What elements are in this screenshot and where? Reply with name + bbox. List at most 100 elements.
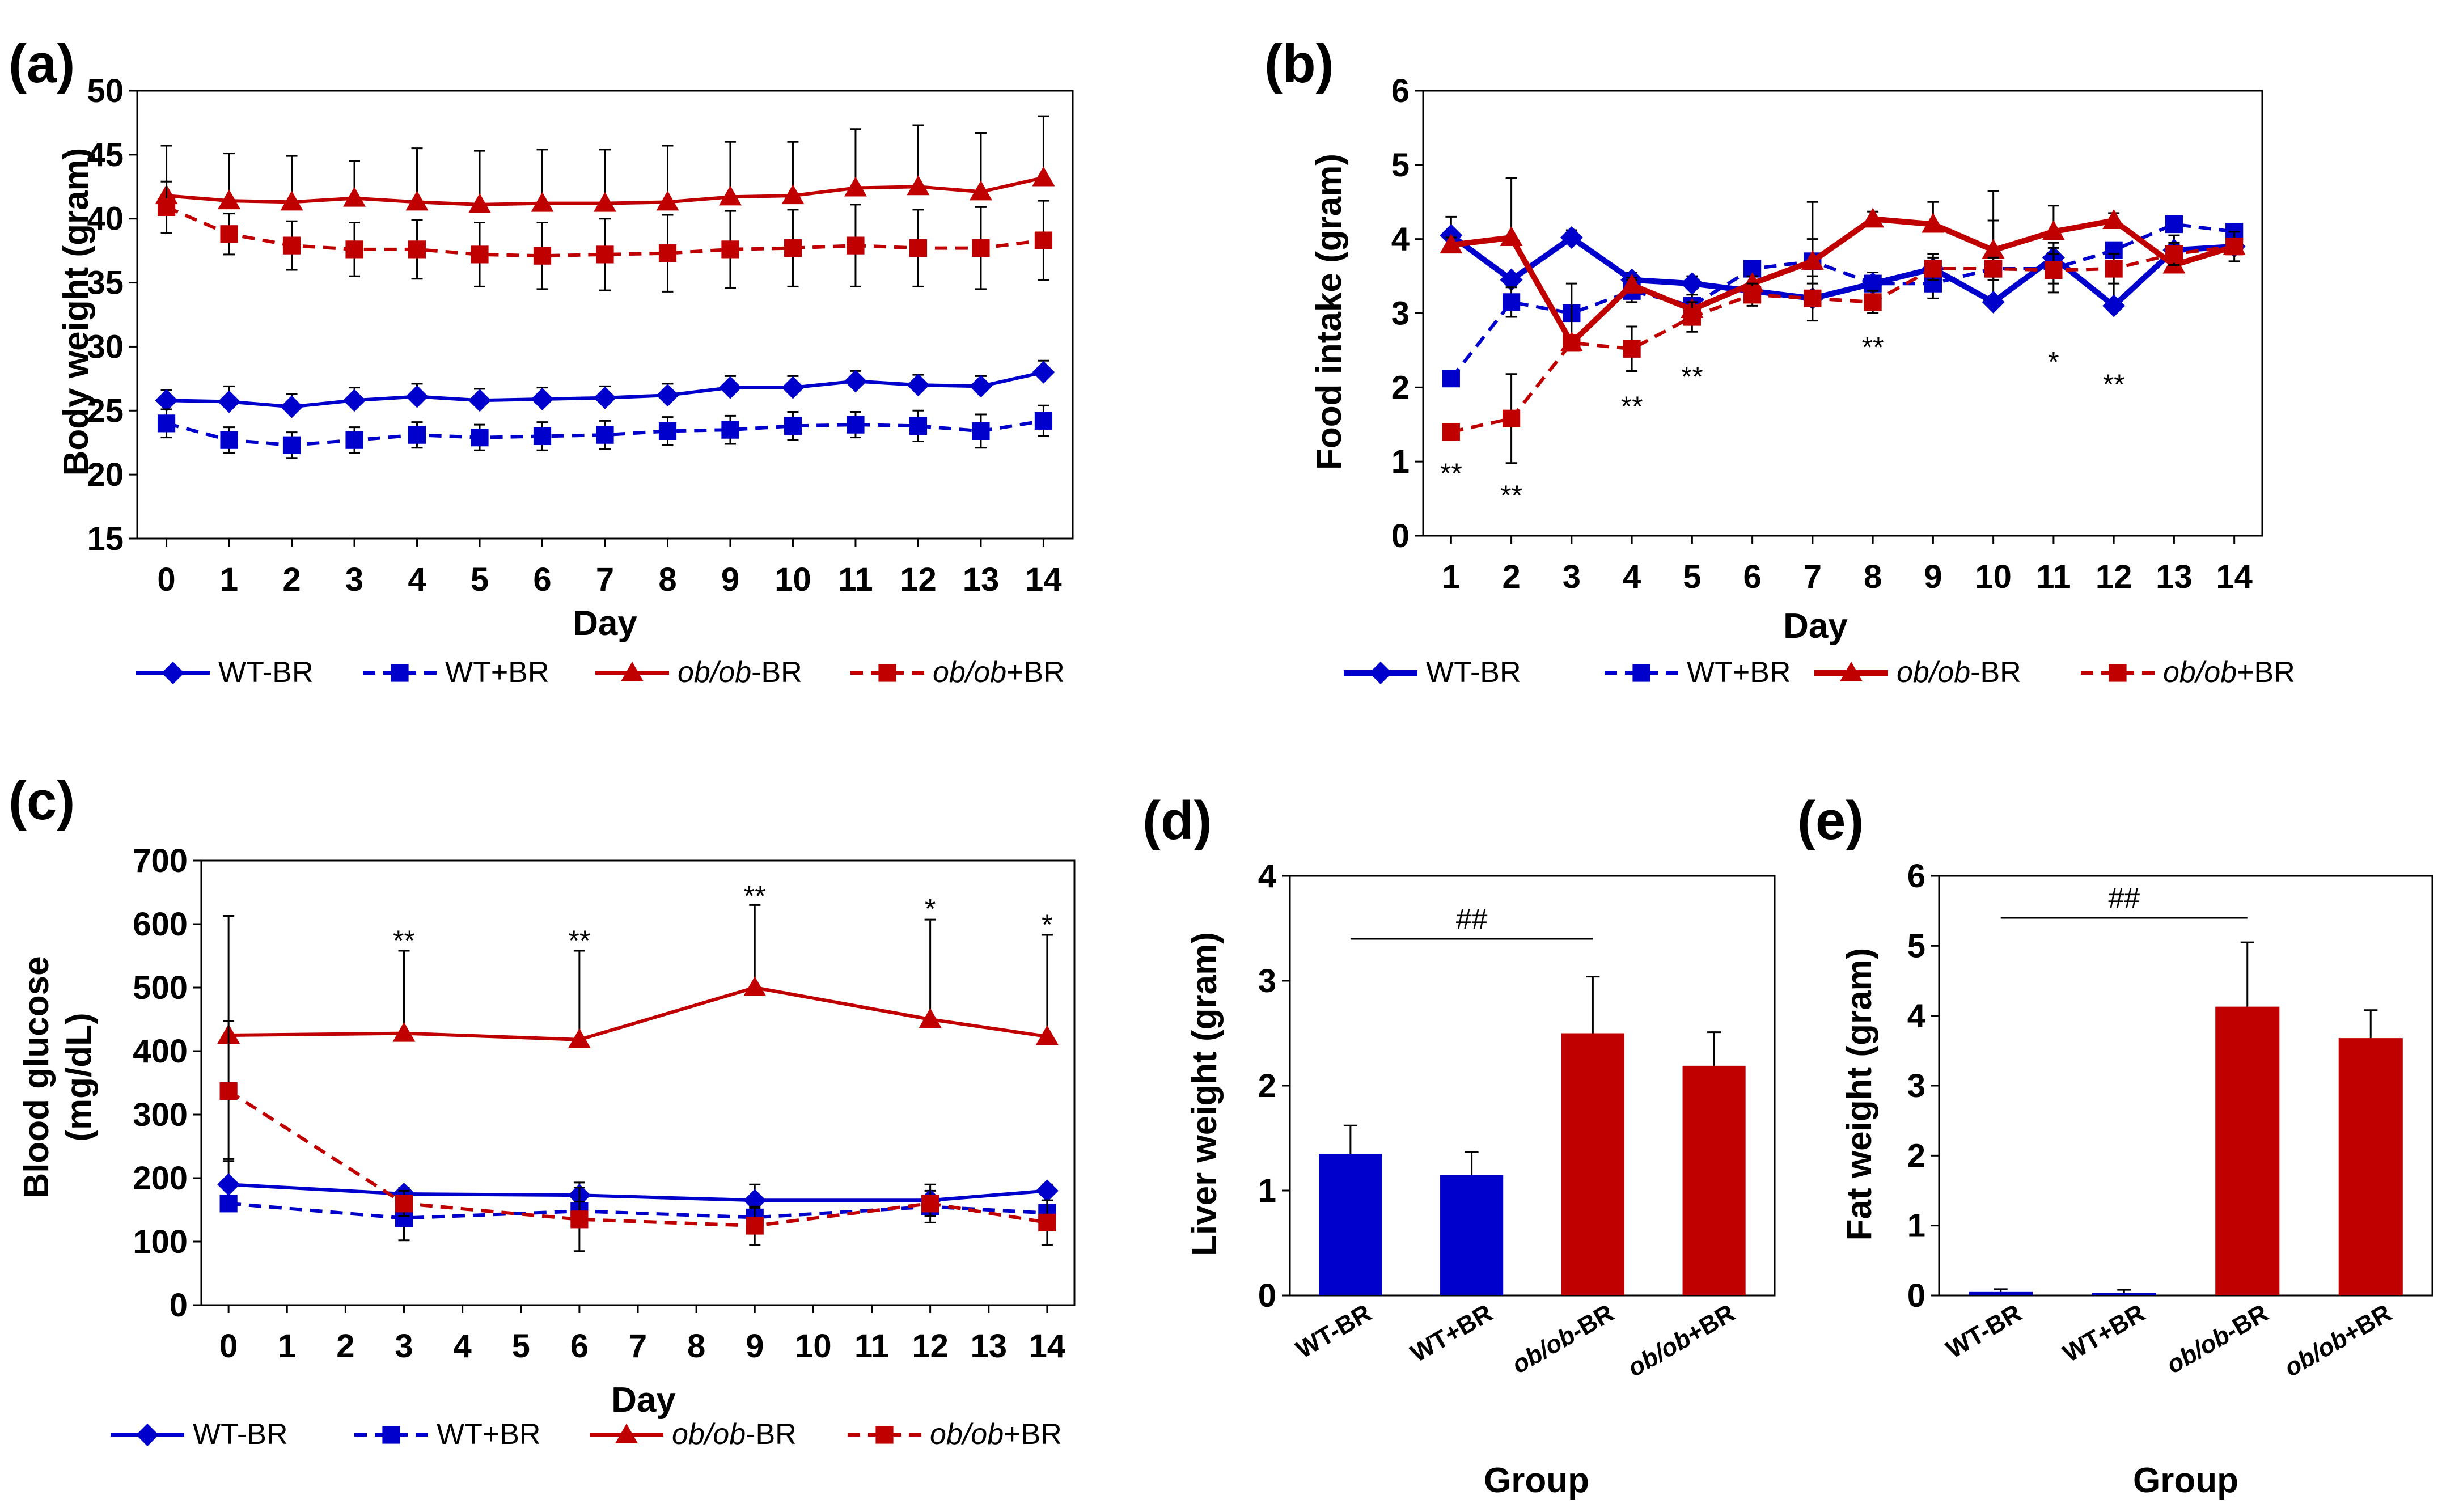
panel-d-significance-mark: ## xyxy=(1456,903,1488,935)
panel-b-xtick-label: 14 xyxy=(2216,558,2253,595)
panel-b-data-point xyxy=(1984,260,2003,278)
panel-e-bar-obob-br xyxy=(2215,1006,2280,1295)
panel-c-series-obob-plusbr xyxy=(219,1020,1056,1252)
panel-c-plot-frame xyxy=(200,859,1076,1306)
panel-d-xlabel: Group xyxy=(1484,1461,1589,1500)
panel-c-xtick-label: 5 xyxy=(512,1328,530,1365)
panel-b-ytick-label: 4 xyxy=(1391,221,1410,258)
panel-e-ytick-label: 3 xyxy=(1907,1068,1925,1104)
panel-c-data-point xyxy=(1035,1025,1059,1045)
panel-a-data-point xyxy=(533,427,552,446)
panel-b-data-point xyxy=(1801,249,1824,270)
panel-a-xtick-label: 1 xyxy=(220,561,238,598)
panel-a-xtick-label: 3 xyxy=(345,561,363,598)
panel-a-data-point xyxy=(721,240,739,259)
panel-c-legend-label-obob-plusbr: ob/ob+BR xyxy=(930,1418,1062,1451)
panel-c-xtick-label: 10 xyxy=(795,1328,832,1365)
panel-b-data-point xyxy=(1683,308,1701,326)
panel-c-ytick-label: 300 xyxy=(133,1096,188,1133)
panel-b-significance-mark: ** xyxy=(2103,369,2125,400)
panel-b-legend-label-wt-plusbr: WT+BR xyxy=(1687,656,1791,689)
panel-a-data-point xyxy=(1034,231,1053,249)
panel-b-xtick-label: 3 xyxy=(1563,558,1581,595)
panel-a-data-point xyxy=(972,422,990,440)
panel-a-ytick-label: 35 xyxy=(87,265,124,302)
panel-d-category-label-obob-plusbr: ob/ob+BR xyxy=(1623,1299,1740,1382)
panel-c-xtick-label: 1 xyxy=(278,1328,296,1365)
panel-d-category-label-wt-br: WT-BR xyxy=(1292,1299,1376,1364)
panel-d-ytick-label: 0 xyxy=(1258,1277,1276,1314)
panel-b-ytick-label: 5 xyxy=(1391,147,1410,184)
panel-c-legend-label-wt-plusbr: WT+BR xyxy=(437,1418,540,1451)
panel-a-data-point xyxy=(1034,412,1053,430)
panel-c-data-point xyxy=(746,1217,764,1235)
panel-b-data-point xyxy=(1502,409,1521,427)
panel-b-data-point xyxy=(2102,209,2126,229)
panel-c-ytick-label: 400 xyxy=(133,1033,188,1070)
panel-d-category-label-wt-plusbr: WT+BR xyxy=(1406,1299,1497,1367)
panel-a-series-line xyxy=(166,419,1044,447)
panel-c-legend-marker-obob-br xyxy=(615,1424,638,1443)
panel-b-xtick-label: 6 xyxy=(1743,558,1761,595)
panel-a-data-point xyxy=(220,431,238,449)
panel-b-data-point xyxy=(2102,294,2126,317)
panel-c-ytick-label: 600 xyxy=(133,906,188,943)
panel-a-series-wt-plusbr xyxy=(157,404,1053,459)
panel-a-legend-marker-obob-plusbr xyxy=(878,664,896,682)
panel-a-xtick-label: 2 xyxy=(282,561,301,598)
panel-a-data-point xyxy=(282,236,301,255)
panel-e-ytick-label: 0 xyxy=(1907,1277,1925,1314)
panel-a-xlabel: Day xyxy=(573,604,637,643)
panel-b-legend-marker-wt-br xyxy=(1369,662,1392,684)
panel-c-significance-mark: ** xyxy=(744,880,766,912)
panel-d-ytick-label: 2 xyxy=(1258,1068,1276,1104)
panel-a-xtick-label: 9 xyxy=(721,561,739,598)
panel-a-data-point xyxy=(844,176,867,197)
panel-b-ytick-label: 1 xyxy=(1391,443,1410,480)
panel-c-xtick-label: 0 xyxy=(219,1328,238,1365)
panel-a-data-point xyxy=(718,376,742,399)
panel-b-series-line xyxy=(1450,244,2235,434)
panel-a-ytick-label: 30 xyxy=(87,328,124,365)
panel-b-data-point xyxy=(1502,293,1521,311)
panel-b-series-line xyxy=(1449,233,2235,309)
panel-a-xtick-label: 13 xyxy=(963,561,1000,598)
panel-a-data-point xyxy=(1032,361,1055,384)
panel-c-xtick-label: 4 xyxy=(453,1328,471,1365)
panel-a-ytick-label: 50 xyxy=(87,73,124,109)
panel-c-data-point xyxy=(921,1195,939,1213)
panel-b-data-point xyxy=(1922,213,1945,233)
panel-b-data-point xyxy=(1982,290,2005,314)
panel-b-data-point xyxy=(1743,286,1762,304)
panel-b-series-obob-br xyxy=(1440,177,2246,351)
panel-b-legend-marker-obob-br xyxy=(1840,662,1863,681)
panel-a-data-point xyxy=(533,247,552,265)
panel-e-category-label-obob-br: ob/ob-BR xyxy=(2162,1299,2273,1379)
panel-c-ytick-label: 200 xyxy=(133,1160,188,1197)
panel-b-data-point xyxy=(1500,268,1523,291)
panel-c-legend: WT-BR WT+BR ob/ob-BR ob/ob+BR xyxy=(111,1418,1062,1451)
panel-d-ylabel: Liver weight (gram) xyxy=(1185,932,1224,1256)
panel-a-data-point xyxy=(405,190,429,211)
panel-c-ytick-label: 100 xyxy=(133,1223,188,1260)
panel-e-ytick-label: 2 xyxy=(1907,1137,1925,1174)
panel-a-xtick-label: 11 xyxy=(838,561,873,598)
panel-e-ylabel: Fat weight (gram) xyxy=(1840,948,1879,1241)
panel-b-significance-mark: * xyxy=(2048,346,2059,378)
panel-b-series-line xyxy=(1450,216,2236,346)
panel-c-xtick-label: 3 xyxy=(395,1328,413,1365)
panel-a-data-point xyxy=(594,192,616,212)
panel-b-data-point xyxy=(1500,226,1523,247)
panel-e-bar-wt-plusbr xyxy=(2092,1293,2156,1295)
panel-b-legend-marker-wt-plusbr xyxy=(1632,664,1650,682)
panel-e-category-label-wt-br: WT-BR xyxy=(1941,1299,2026,1364)
panel-c-data-point xyxy=(395,1195,413,1213)
panel-c-data-point xyxy=(1035,1179,1059,1202)
panel-a-data-point xyxy=(784,417,802,435)
panel-a-data-point xyxy=(718,185,742,206)
panel-c-significance-mark: ** xyxy=(568,925,590,956)
panel-b-xtick-label: 10 xyxy=(1975,558,2012,595)
